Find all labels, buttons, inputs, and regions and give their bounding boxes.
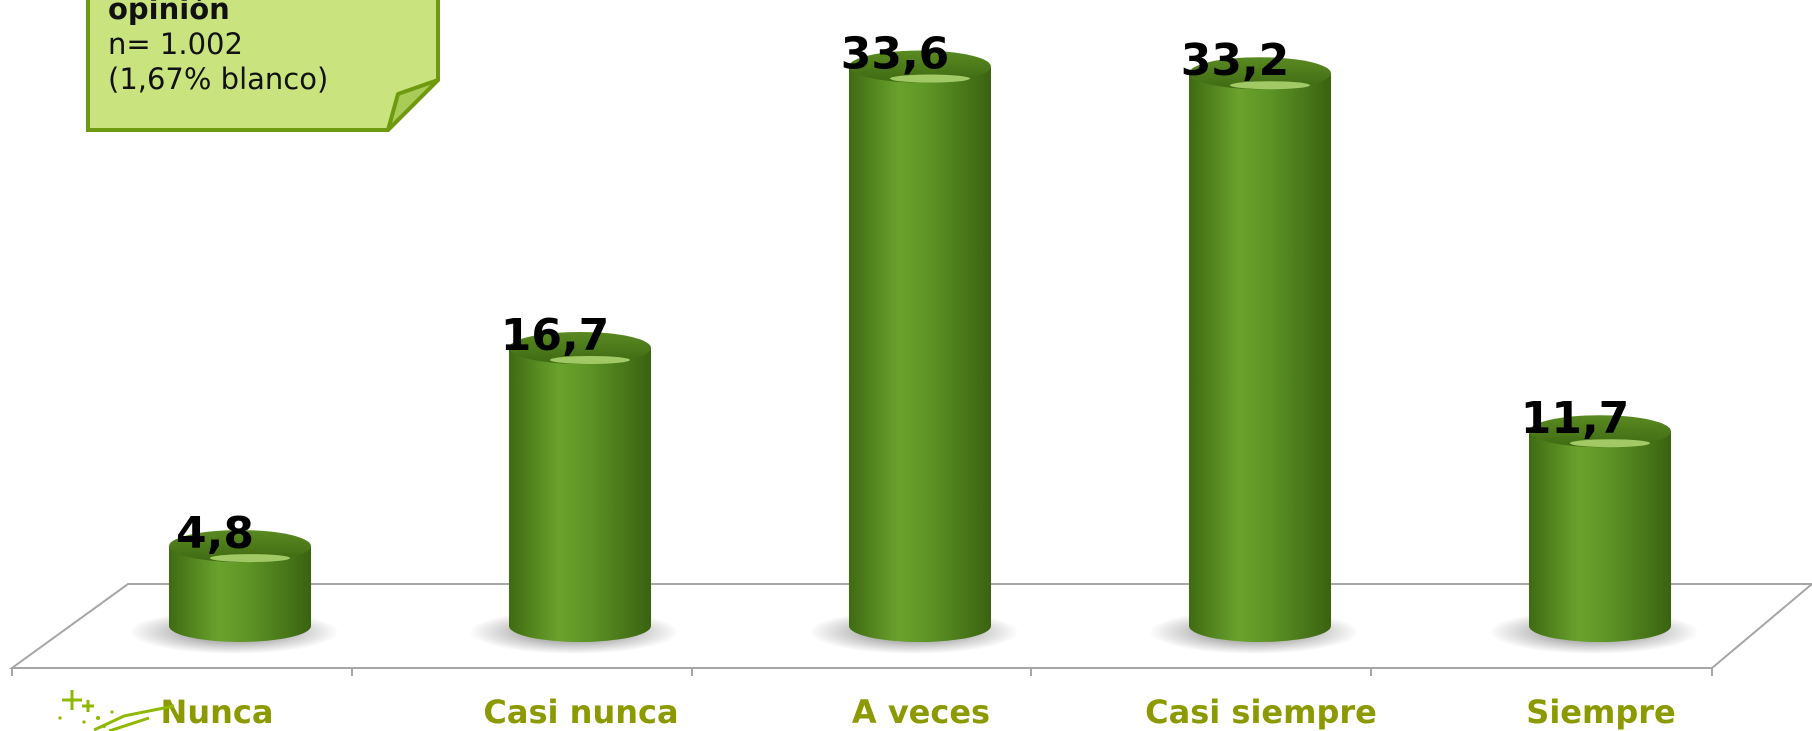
note-shape: [86, 0, 440, 132]
note-title: opinión: [108, 0, 230, 26]
sparkle-logo-icon: [58, 690, 175, 731]
bar-body: [849, 66, 991, 642]
bar-body: [169, 546, 311, 642]
bar-nunca: [129, 530, 339, 654]
category-label: Casi siempre: [1145, 693, 1377, 731]
category-label: Casi nunca: [483, 693, 678, 731]
bar-highlight: [890, 74, 970, 83]
note-blank-rate: (1,67% blanco): [108, 62, 329, 96]
bar-body: [509, 347, 651, 642]
data-label: 16,7: [501, 310, 610, 361]
labels-group: 4,8 Nunca 16,7 Casi nunca 33,6 A veces 33,2 Cas…: [161, 29, 1676, 731]
data-label: 33,6: [841, 29, 950, 80]
bar-a-veces: [809, 50, 1019, 654]
bar-highlight: [550, 355, 630, 364]
bar-casi-siempre: [1149, 57, 1359, 654]
category-label: Nunca: [161, 693, 274, 731]
bar-top: [849, 50, 991, 83]
bar-siempre: [1489, 415, 1699, 654]
bar-highlight: [1230, 81, 1310, 90]
bar-highlight: [1570, 439, 1650, 448]
category-label: Siempre: [1526, 693, 1675, 731]
data-label: 33,2: [1181, 35, 1290, 86]
note-sample-size: n= 1.002: [108, 27, 243, 61]
note-text: opinión n= 1.002 (1,67% blanco): [108, 0, 328, 97]
bar-top: [1529, 415, 1671, 448]
bar-top: [509, 331, 651, 364]
data-label: 11,7: [1521, 393, 1630, 444]
bar-body: [1529, 431, 1671, 642]
bar-top: [169, 530, 311, 563]
bar-top: [1189, 57, 1331, 90]
bar-body: [1189, 73, 1331, 643]
category-label: A veces: [852, 693, 990, 731]
data-label: 4,8: [176, 508, 254, 559]
bar-casi-nunca: [469, 331, 679, 654]
bars-group: [129, 50, 1699, 654]
sample-note: opinión n= 1.002 (1,67% blanco): [86, 0, 440, 132]
bar-highlight: [210, 554, 290, 563]
